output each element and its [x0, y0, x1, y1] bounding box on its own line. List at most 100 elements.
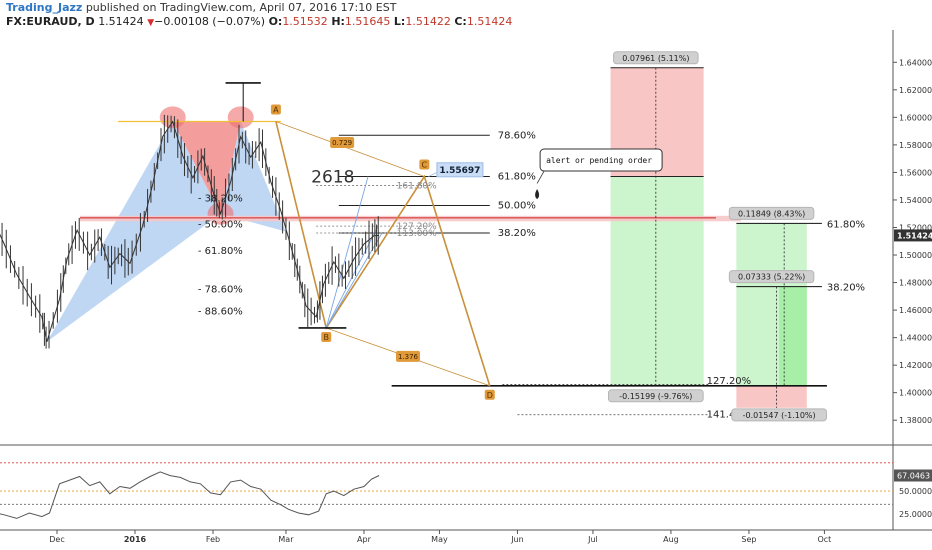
- ratio-badge: [330, 137, 355, 149]
- price-tick-label: 1.52000: [899, 223, 932, 232]
- measure-box-label: 0.07333 (5.22%): [738, 273, 805, 282]
- tp-level-label: 61.80%: [827, 219, 865, 230]
- price-tick-label: 1.58000: [899, 141, 932, 150]
- published-text: published on TradingView.com, April 07, …: [85, 1, 397, 14]
- highlight-circle: [159, 106, 186, 129]
- open-label: O:: [268, 15, 283, 28]
- pattern-point-badge: [419, 159, 430, 170]
- tp-level-label: 38.20%: [827, 283, 865, 294]
- annotation-box: [539, 148, 663, 172]
- price-tick-label: 1.62000: [899, 86, 932, 95]
- publish-line: Trading_Jazz published on TradingView.co…: [6, 1, 396, 14]
- price-tick-label: 1.50000: [899, 251, 932, 260]
- retracement-label: - 78.60%: [198, 284, 243, 295]
- d-level-label: 127.20%: [707, 376, 752, 387]
- low-value: 1.51422: [405, 15, 451, 28]
- time-tick-label: Aug: [663, 535, 679, 544]
- time-tick-label: 2016: [124, 535, 147, 544]
- price-tick-label: 1.56000: [899, 168, 932, 177]
- xab-level-label: 50.00%: [498, 200, 536, 211]
- tp-zone-inner: [779, 286, 807, 386]
- measure-box-label: -0.15199 (-9.76%): [619, 392, 692, 401]
- price-tick-label: 1.40000: [899, 389, 932, 398]
- d-level-label: 141.40%: [707, 410, 752, 421]
- xab-level-label: 38.20%: [498, 228, 536, 239]
- last-price-label: 1.51424: [897, 231, 932, 240]
- down-arrow-icon: ▼: [147, 18, 155, 28]
- callout-price-box: [436, 162, 484, 178]
- price-tick-label: 1.54000: [899, 196, 932, 205]
- measure-box-label: -0.01547 (-1.10%): [743, 411, 816, 420]
- price-tick-label: 1.44000: [899, 334, 932, 343]
- bcd-triangle: [220, 121, 286, 232]
- pattern-point-label: A: [273, 105, 279, 114]
- osc-last-tag: [894, 469, 932, 482]
- pattern-point-badge: [270, 104, 281, 115]
- price-tick-label: 1.38000: [899, 416, 932, 425]
- price-tick-label: 1.46000: [899, 306, 932, 315]
- callout-pointer: [428, 172, 438, 177]
- time-tick-label: Feb: [206, 535, 220, 544]
- close-value: 1.51424: [466, 15, 513, 28]
- osc-tick-label: 25.0000: [899, 510, 932, 519]
- xab-triangle: [46, 121, 221, 342]
- abcd-pattern-legs: [275, 121, 491, 387]
- high-label: H:: [331, 15, 345, 28]
- ratio-label: 0.729: [332, 139, 352, 147]
- sl-zone: [736, 385, 807, 408]
- low-label: L:: [393, 15, 406, 28]
- time-tick-label: Oct: [817, 535, 831, 544]
- retracement-label: - 38.20%: [198, 194, 243, 205]
- pattern-point-label: C: [422, 161, 428, 170]
- measure-box: [613, 51, 699, 65]
- open-value: 1.51532: [282, 15, 328, 28]
- xab-level-label: 61.80%: [498, 172, 536, 183]
- osc-tick-label: 50.0000: [899, 487, 932, 496]
- price-tick-label: 1.42000: [899, 361, 932, 370]
- price-tick-label: 1.60000: [899, 113, 932, 122]
- retracement-label: - 61.80%: [198, 246, 243, 257]
- symbol-label[interactable]: FX:EURAUD, D: [6, 15, 95, 28]
- xab-level-label: 78.60%: [498, 130, 536, 141]
- time-tick-label: Jul: [587, 535, 598, 544]
- price-tick-label: 1.48000: [899, 279, 932, 288]
- author-link[interactable]: Trading_Jazz: [6, 1, 83, 14]
- time-tick-label: Mar: [278, 535, 294, 544]
- extension-level-label: 127.20%: [397, 222, 437, 232]
- time-tick-label: Jun: [510, 535, 524, 544]
- callout-price-label: 1.55697: [439, 166, 480, 176]
- pattern-point-badge: [321, 331, 332, 342]
- retracement-label: - 88.60%: [198, 306, 243, 317]
- measure-box: [607, 389, 704, 403]
- pattern-point-badge: [484, 389, 495, 400]
- last-price: 1.51424: [98, 15, 144, 28]
- ratio-badge: [396, 350, 420, 362]
- time-tick-label: May: [431, 535, 448, 544]
- fib-big-label: 2618: [311, 168, 354, 188]
- close-label: C:: [454, 15, 467, 28]
- chart-header: Trading_Jazz published on TradingView.co…: [0, 0, 932, 30]
- highlight-circle: [227, 106, 254, 129]
- measure-box-label: 0.11849 (8.43%): [738, 209, 805, 218]
- annotation-pointer: [536, 170, 545, 184]
- ac-ratio-line: [275, 121, 425, 177]
- annotation-text: alert or pending order: [546, 156, 652, 165]
- price-tick-label: 1.64000: [899, 58, 932, 67]
- projection-arrow: [325, 176, 369, 329]
- osc-last-label: 67.0463: [897, 472, 930, 481]
- extension-level-label: 161.80%: [397, 182, 437, 192]
- measure-box: [728, 270, 815, 284]
- ratio-label: 1.376: [398, 353, 419, 361]
- measure-box: [731, 408, 827, 422]
- pattern-point-label: D: [487, 391, 493, 400]
- high-value: 1.51645: [344, 15, 391, 28]
- time-tick-label: Dec: [49, 535, 64, 544]
- time-tick-label: Sep: [741, 535, 756, 544]
- osc-series: [0, 471, 380, 519]
- target-reward-zone: [610, 176, 704, 386]
- extension-level-label: 113.00%: [397, 229, 437, 239]
- measure-box: [728, 206, 815, 220]
- last-price-tag: [894, 229, 932, 242]
- time-tick-label: Apr: [357, 535, 372, 544]
